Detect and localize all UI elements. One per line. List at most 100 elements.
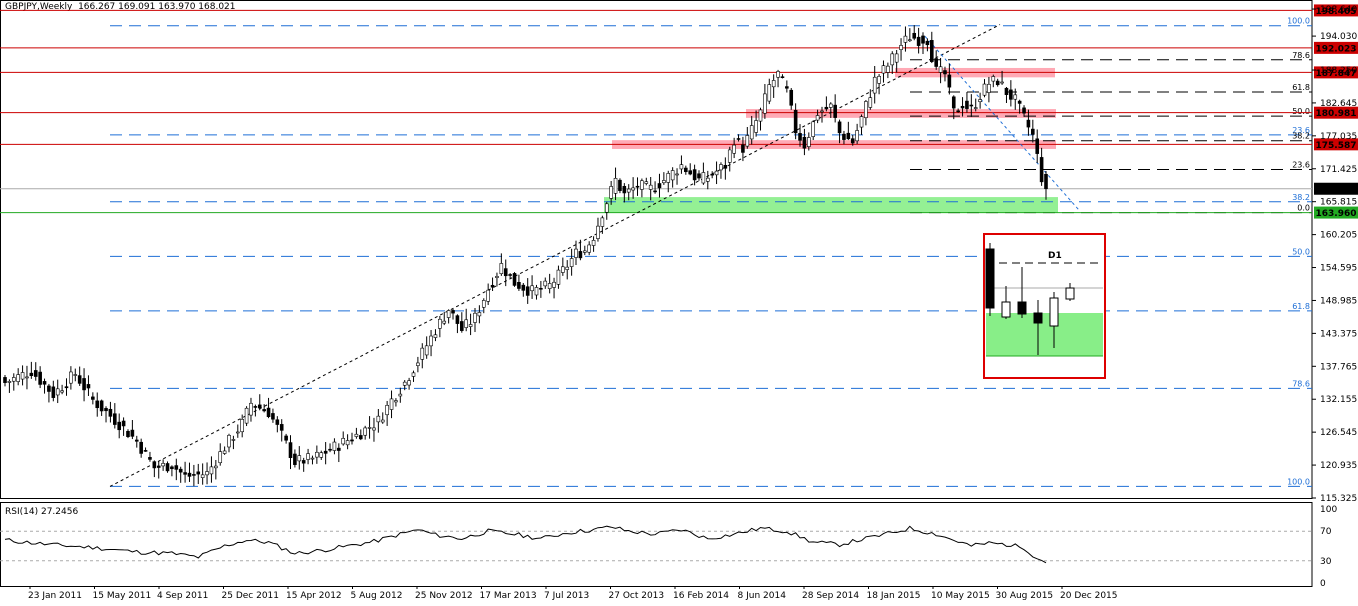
candle-body	[1044, 173, 1048, 190]
candle-body	[253, 406, 258, 408]
candle-body	[240, 419, 244, 433]
candle-body	[126, 430, 130, 437]
candle-body	[547, 283, 552, 289]
candle-body	[231, 439, 236, 441]
y-tick-label: 126.545	[1320, 428, 1357, 438]
candle-body	[798, 133, 802, 141]
candle-body	[402, 381, 407, 386]
candle-body	[481, 300, 486, 308]
candle-body	[987, 83, 991, 93]
candle-body	[178, 468, 183, 473]
candle-body	[376, 415, 381, 423]
candle-body	[684, 167, 688, 173]
candle-body	[200, 474, 205, 478]
candle-body	[670, 170, 675, 181]
candle-body	[697, 173, 701, 179]
fib-label-short: 61.8	[1292, 83, 1310, 92]
candle-body	[60, 390, 64, 393]
candle-body	[69, 371, 73, 384]
candle-body	[1031, 128, 1035, 135]
candle-body	[565, 266, 570, 270]
rsi-plot-frame	[0, 502, 1313, 587]
candle-body	[525, 286, 530, 296]
candle-body	[464, 319, 469, 328]
candle-body	[244, 407, 249, 424]
candle-body	[486, 289, 490, 302]
candle-body	[288, 442, 293, 458]
candle-body	[460, 321, 464, 331]
level-price-tag	[1314, 66, 1358, 79]
candle-body	[859, 116, 864, 128]
level-price-label: 163.960	[1316, 209, 1357, 219]
candle-body	[714, 170, 719, 176]
candle-body	[1039, 157, 1044, 183]
level-price-tag	[1314, 4, 1358, 17]
candle-body	[657, 183, 662, 189]
candle-body	[55, 388, 60, 396]
fib-label-long: 61.8	[1292, 302, 1310, 311]
candle-body	[679, 164, 684, 170]
candle-body	[951, 96, 956, 109]
level-price-label: 168.021	[1316, 185, 1357, 195]
candle-body	[881, 65, 886, 74]
candle-body	[622, 186, 627, 194]
candle-body	[991, 76, 996, 82]
fib-label-short: 38.2	[1292, 132, 1310, 141]
candle-body	[275, 419, 280, 425]
candle-body	[20, 372, 25, 380]
candle-body	[113, 413, 117, 425]
y-tick-label: 143.375	[1320, 329, 1357, 339]
candle-body	[648, 184, 653, 190]
fib-label-long: 50.0	[1292, 247, 1310, 256]
candle-body	[284, 435, 288, 441]
candle-body	[170, 466, 174, 470]
candle-body	[192, 474, 196, 476]
candle-body	[350, 439, 354, 442]
candle-body	[938, 66, 943, 73]
candle-body	[86, 384, 91, 389]
y-tick-label: 115.325	[1320, 494, 1357, 504]
candle-body	[517, 282, 521, 289]
candle-body	[108, 408, 113, 417]
candle-body	[868, 97, 873, 108]
fib-label-long: 38.2	[1292, 193, 1310, 202]
candle-body	[640, 180, 644, 190]
candle-body	[785, 86, 789, 89]
candle-body	[130, 429, 135, 437]
candle-body	[960, 105, 965, 109]
candle-body	[148, 457, 152, 460]
candle-body	[908, 39, 912, 42]
resistance-zone-mid	[746, 109, 1056, 118]
x-tick-label: 7 Jul 2013	[544, 591, 589, 601]
candle-body	[7, 381, 12, 383]
candle-body	[257, 404, 262, 409]
candle-body	[596, 225, 600, 239]
candle-body	[279, 424, 284, 431]
candle-body	[644, 181, 649, 184]
candle-body	[982, 83, 987, 96]
candle-body	[424, 345, 429, 356]
candle-body	[367, 427, 372, 429]
level-price-tag	[1314, 206, 1358, 219]
candle-body	[530, 285, 534, 292]
candle-body	[345, 440, 350, 446]
rsi-y-tick-label: 30	[1320, 557, 1332, 567]
fib-label-long: 23.6	[1292, 126, 1310, 135]
candle-body	[741, 144, 745, 153]
candle-body	[323, 450, 328, 454]
candle-body	[1017, 100, 1022, 104]
level-price-label: 180.981	[1316, 109, 1357, 119]
candle-body	[218, 451, 223, 464]
fib-label-short: 50.0	[1292, 107, 1310, 116]
rsi-y-tick-label: 70	[1320, 527, 1332, 537]
candle-body	[811, 121, 816, 137]
fib-label-short: 78.6	[1292, 51, 1310, 60]
candle-body	[319, 452, 324, 458]
rsi-line	[4, 525, 1047, 564]
candle-body	[653, 190, 657, 193]
y-tick-label: 165.815	[1320, 198, 1357, 208]
level-price-tag	[1314, 41, 1358, 54]
fib-label-long: 78.6	[1292, 379, 1310, 388]
candle-body	[604, 203, 609, 213]
rsi-name: RSI(14)	[5, 507, 39, 517]
